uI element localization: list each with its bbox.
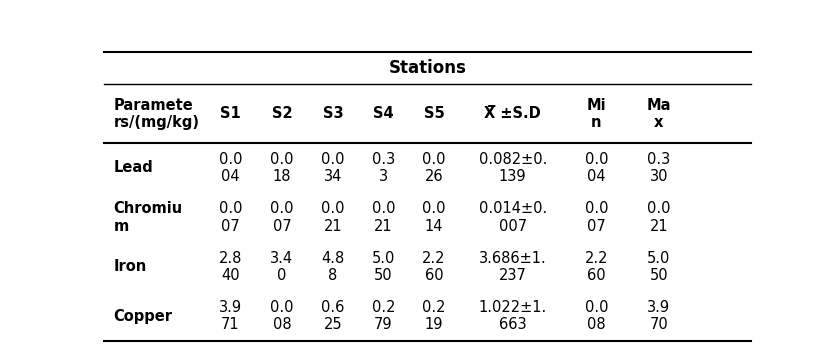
Text: 0.082±0.
139: 0.082±0. 139 xyxy=(479,152,547,184)
Text: Mi
n: Mi n xyxy=(586,98,606,130)
Text: 3.9
71: 3.9 71 xyxy=(219,300,242,332)
Text: 3.9
70: 3.9 70 xyxy=(647,300,671,332)
Text: 2.8
40: 2.8 40 xyxy=(219,251,242,283)
Text: 0.0
34: 0.0 34 xyxy=(321,152,344,184)
Text: 0.3
3: 0.3 3 xyxy=(372,152,395,184)
Text: 0.6
25: 0.6 25 xyxy=(321,300,344,332)
Text: Stations: Stations xyxy=(389,59,466,77)
Text: 0.0
26: 0.0 26 xyxy=(422,152,445,184)
Text: Iron: Iron xyxy=(113,259,147,274)
Text: Copper: Copper xyxy=(113,309,173,324)
Text: 1.022±1.
663: 1.022±1. 663 xyxy=(479,300,547,332)
Text: X̅ ±S.D: X̅ ±S.D xyxy=(485,106,541,121)
Text: Ma
x: Ma x xyxy=(646,98,671,130)
Text: S1: S1 xyxy=(220,106,241,121)
Text: 3.686±1.
237: 3.686±1. 237 xyxy=(479,251,546,283)
Text: 5.0
50: 5.0 50 xyxy=(647,251,671,283)
Text: 0.0
21: 0.0 21 xyxy=(647,201,671,234)
Text: S4: S4 xyxy=(373,106,394,121)
Text: 3.4
0: 3.4 0 xyxy=(270,251,294,283)
Text: 0.0
21: 0.0 21 xyxy=(372,201,395,234)
Text: 5.0
50: 5.0 50 xyxy=(372,251,395,283)
Text: 0.0
07: 0.0 07 xyxy=(585,201,608,234)
Text: 2.2
60: 2.2 60 xyxy=(585,251,608,283)
Text: 0.0
08: 0.0 08 xyxy=(270,300,294,332)
Text: Paramete
rs/(mg/kg): Paramete rs/(mg/kg) xyxy=(113,98,199,130)
Text: 0.0
08: 0.0 08 xyxy=(585,300,608,332)
Text: S3: S3 xyxy=(323,106,344,121)
Text: 0.0
21: 0.0 21 xyxy=(321,201,344,234)
Text: 0.0
07: 0.0 07 xyxy=(219,201,242,234)
Text: 0.3
30: 0.3 30 xyxy=(647,152,671,184)
Text: 0.0
14: 0.0 14 xyxy=(422,201,445,234)
Text: Lead: Lead xyxy=(113,160,153,175)
Text: 0.0
04: 0.0 04 xyxy=(585,152,608,184)
Text: 0.0
04: 0.0 04 xyxy=(219,152,242,184)
Text: 0.014±0.
007: 0.014±0. 007 xyxy=(479,201,547,234)
Text: 0.0
07: 0.0 07 xyxy=(270,201,294,234)
Text: S2: S2 xyxy=(272,106,292,121)
Text: Chromiu
m: Chromiu m xyxy=(113,201,183,234)
Text: 0.2
79: 0.2 79 xyxy=(372,300,395,332)
Text: 4.8
8: 4.8 8 xyxy=(321,251,344,283)
Text: S5: S5 xyxy=(424,106,445,121)
Text: 0.2
19: 0.2 19 xyxy=(422,300,445,332)
Text: 2.2
60: 2.2 60 xyxy=(422,251,445,283)
Text: 0.0
18: 0.0 18 xyxy=(270,152,294,184)
